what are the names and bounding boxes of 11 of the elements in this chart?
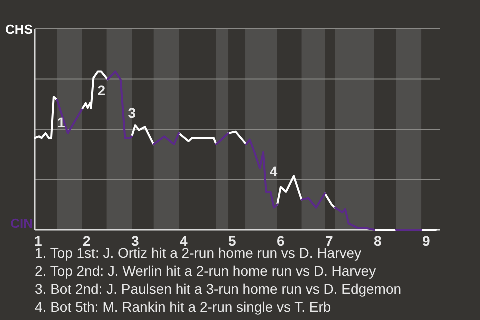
text: 3. Bot 2nd: J. Paulsen hit a 3-run home run vs D. Edgemon <box>35 281 402 297</box>
text: CIN <box>10 216 33 231</box>
text: CHS <box>6 22 34 37</box>
annotation: 1 <box>57 114 66 130</box>
text: 4. Bot 5th: M. Rankin hit a 2-run single vs T. Erb <box>35 299 332 315</box>
text: 2. Top 2nd: J. Werlin hit a 2-run home run vs D. Harvey <box>35 263 376 279</box>
x-tick-label: 8 <box>374 233 382 249</box>
x-tick-label: 9 <box>422 233 431 249</box>
annotation: 2 <box>98 82 106 99</box>
annotation: 4 <box>270 163 278 180</box>
annotation: 3 <box>128 104 136 121</box>
